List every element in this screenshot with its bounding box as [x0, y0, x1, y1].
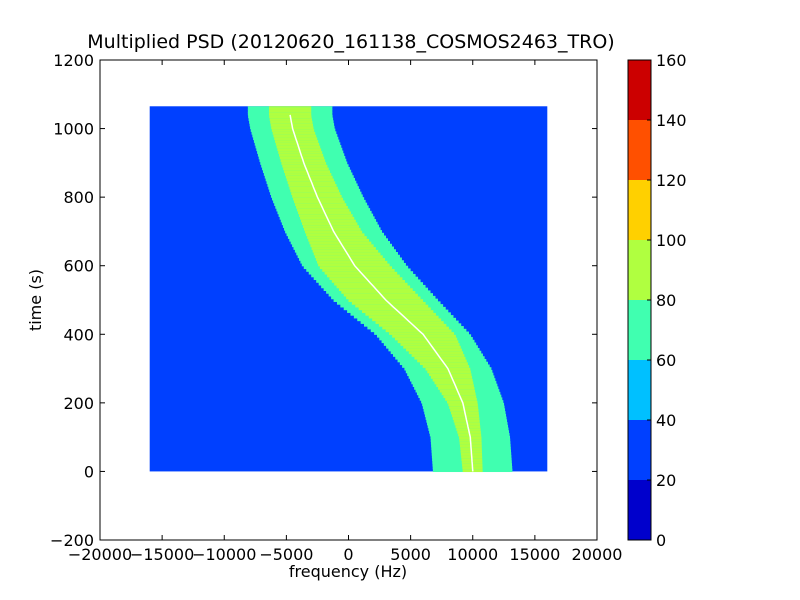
colorbar: 0 20 40 60 80 100 120 140 160	[627, 51, 687, 550]
x-tick-label: 0	[343, 545, 353, 564]
x-tick-label: −20000	[68, 545, 132, 564]
colorbar-tick-label: 0	[656, 531, 666, 550]
x-tick-label: 20000	[572, 545, 623, 564]
chart-title: Multiplied PSD (20120620_161138_COSMOS24…	[87, 31, 614, 53]
y-axis-label: time (s)	[26, 269, 45, 331]
colorbar-tick-label: 60	[656, 351, 676, 370]
y-tick-label: 200	[63, 394, 94, 413]
colorbar-tick-label: 140	[656, 111, 687, 130]
y-tick-label: 800	[63, 188, 94, 207]
x-tick-label: −15000	[130, 545, 194, 564]
x-axis-label: frequency (Hz)	[289, 562, 407, 581]
y-tick-label: −200	[50, 531, 94, 550]
colorbar-block	[628, 360, 651, 420]
colorbar-tick-label: 120	[656, 171, 687, 190]
colorbar-block	[628, 300, 651, 360]
colorbar-block	[628, 120, 651, 180]
x-tick-label: −5000	[259, 545, 313, 564]
y-tick-label: 1200	[53, 51, 94, 70]
colorbar-block	[628, 240, 651, 300]
colorbar-block	[628, 60, 651, 120]
y-tick-label: 1000	[53, 120, 94, 139]
heatmap-core-cell	[268, 106, 312, 108]
colorbar-tick-label: 40	[656, 411, 676, 430]
heatmap-core-cell	[268, 109, 312, 113]
heatmap-core-cell	[268, 106, 312, 110]
x-tick-label: −10000	[192, 545, 256, 564]
x-tick-label: 10000	[447, 545, 498, 564]
signal-ridge-line	[289, 114, 474, 472]
x-tick-label: 15000	[509, 545, 560, 564]
y-tick-label: 0	[84, 462, 94, 481]
colorbar-tick-label: 80	[656, 291, 676, 310]
colorbar-block	[628, 180, 651, 240]
colorbar-tick-label: 100	[656, 231, 687, 250]
colorbar-tick-label: 20	[656, 471, 676, 490]
y-axis-ticks: −200 0 200 400 600 800 1000 1200	[50, 51, 597, 550]
colorbar-blocks	[628, 60, 651, 540]
plot-area: −20000−15000−10000 −5000 0 5000 10000 15000 20…	[50, 51, 622, 564]
heatmap-core-cell	[268, 112, 312, 116]
x-tick-label: 5000	[390, 545, 431, 564]
x-axis-ticks: −20000−15000−10000 −5000 0 5000 10000 15000 20…	[68, 60, 623, 564]
colorbar-ticks: 0 20 40 60 80 100 120 140 160	[647, 51, 687, 550]
colorbar-tick-label: 160	[656, 51, 687, 70]
heatmap-cells	[149, 106, 548, 473]
colorbar-block	[628, 480, 651, 540]
y-tick-label: 400	[63, 325, 94, 344]
colorbar-block	[628, 420, 651, 480]
y-tick-label: 600	[63, 257, 94, 276]
